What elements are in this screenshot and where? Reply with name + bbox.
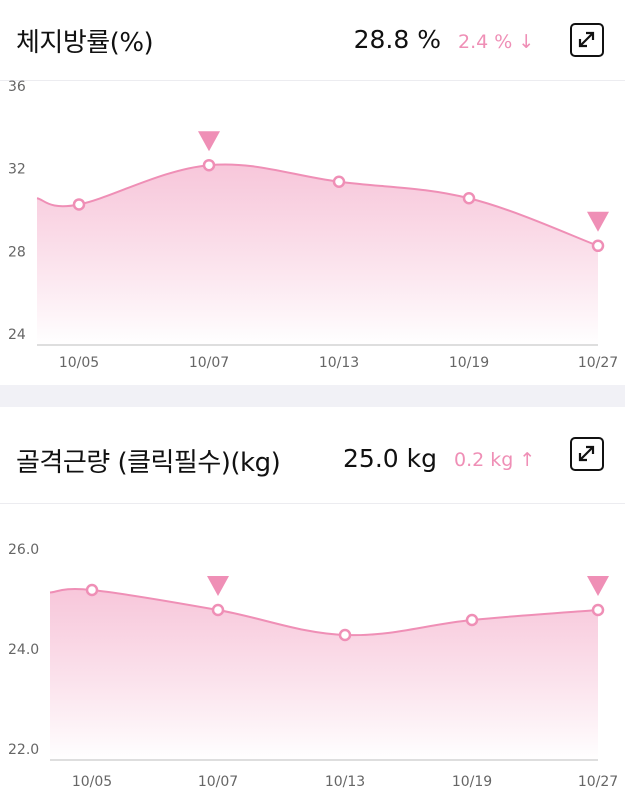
x-tick-label: 10/13 <box>319 355 359 371</box>
data-point <box>338 628 352 642</box>
data-point <box>465 613 479 627</box>
skeletal-muscle-chart-svg: 26.0 24.0 22.0 10/05 10/07 10/13 10/19 10/27 <box>8 542 618 790</box>
x-tick-label: 10/07 <box>189 355 229 371</box>
section-separator <box>0 385 625 407</box>
body-fat-value: 28.8 % <box>353 25 441 54</box>
body-fat-chart: 36 32 28 24 10/05 10/07 10/13 10/19 10/27 <box>0 80 625 385</box>
y-tick-label: 24 <box>8 327 26 343</box>
y-tick-label: 26.0 <box>8 542 39 558</box>
y-tick-label: 28 <box>8 244 26 260</box>
expand-icon <box>578 445 595 462</box>
data-point <box>332 175 346 188</box>
data-point <box>462 192 476 205</box>
data-point <box>85 583 99 597</box>
marker-icon <box>198 131 220 152</box>
chart-area-fill <box>37 164 598 345</box>
data-point <box>202 158 216 172</box>
y-tick-label: 24.0 <box>8 642 39 658</box>
x-tick-label: 10/13 <box>325 774 365 790</box>
marker-icon <box>587 576 609 596</box>
skeletal-muscle-expand-button[interactable] <box>570 437 604 471</box>
skeletal-muscle-header: 골격근량 (클릭필수)(kg) 25.0 kg 0.2 kg ↑ <box>0 407 625 504</box>
skeletal-muscle-title: 골격근량 (클릭필수)(kg) <box>16 448 281 478</box>
x-tick-label: 10/19 <box>452 774 492 790</box>
body-fat-change: 2.4 % ↓ <box>458 31 535 53</box>
x-tick-label: 10/05 <box>59 355 99 371</box>
chart-area-fill <box>50 588 598 760</box>
x-tick-label: 10/27 <box>578 774 618 790</box>
x-tick-label: 10/19 <box>449 355 489 371</box>
data-point <box>72 198 86 211</box>
body-fat-title: 체지방률(%) <box>16 28 154 58</box>
skeletal-muscle-value: 25.0 kg <box>343 444 437 473</box>
body-fat-expand-button[interactable] <box>570 23 604 57</box>
body-fat-card: 체지방률(%) 28.8 % 2.4 % ↓ 36 32 28 24 10/05 10/0… <box>0 0 625 385</box>
y-tick-label: 36 <box>8 80 26 95</box>
data-point <box>211 603 225 617</box>
expand-icon <box>578 31 595 48</box>
marker-icon <box>587 211 609 232</box>
x-tick-label: 10/05 <box>72 774 112 790</box>
data-point <box>591 239 605 253</box>
x-tick-label: 10/27 <box>578 355 618 371</box>
body-fat-chart-svg: 36 32 28 24 10/05 10/07 10/13 10/19 10/27 <box>8 80 618 371</box>
skeletal-muscle-change: 0.2 kg ↑ <box>454 449 536 471</box>
y-tick-label: 32 <box>8 162 26 178</box>
skeletal-muscle-card: 골격근량 (클릭필수)(kg) 25.0 kg 0.2 kg ↑ 26.0 24.… <box>0 407 625 800</box>
body-fat-header: 체지방률(%) 28.8 % 2.4 % ↓ <box>0 0 625 81</box>
y-tick-label: 22.0 <box>8 742 39 758</box>
marker-icon <box>207 576 229 596</box>
skeletal-muscle-chart: 26.0 24.0 22.0 10/05 10/07 10/13 10/19 10/27 <box>0 503 625 800</box>
x-tick-label: 10/07 <box>198 774 238 790</box>
data-point <box>591 603 605 617</box>
